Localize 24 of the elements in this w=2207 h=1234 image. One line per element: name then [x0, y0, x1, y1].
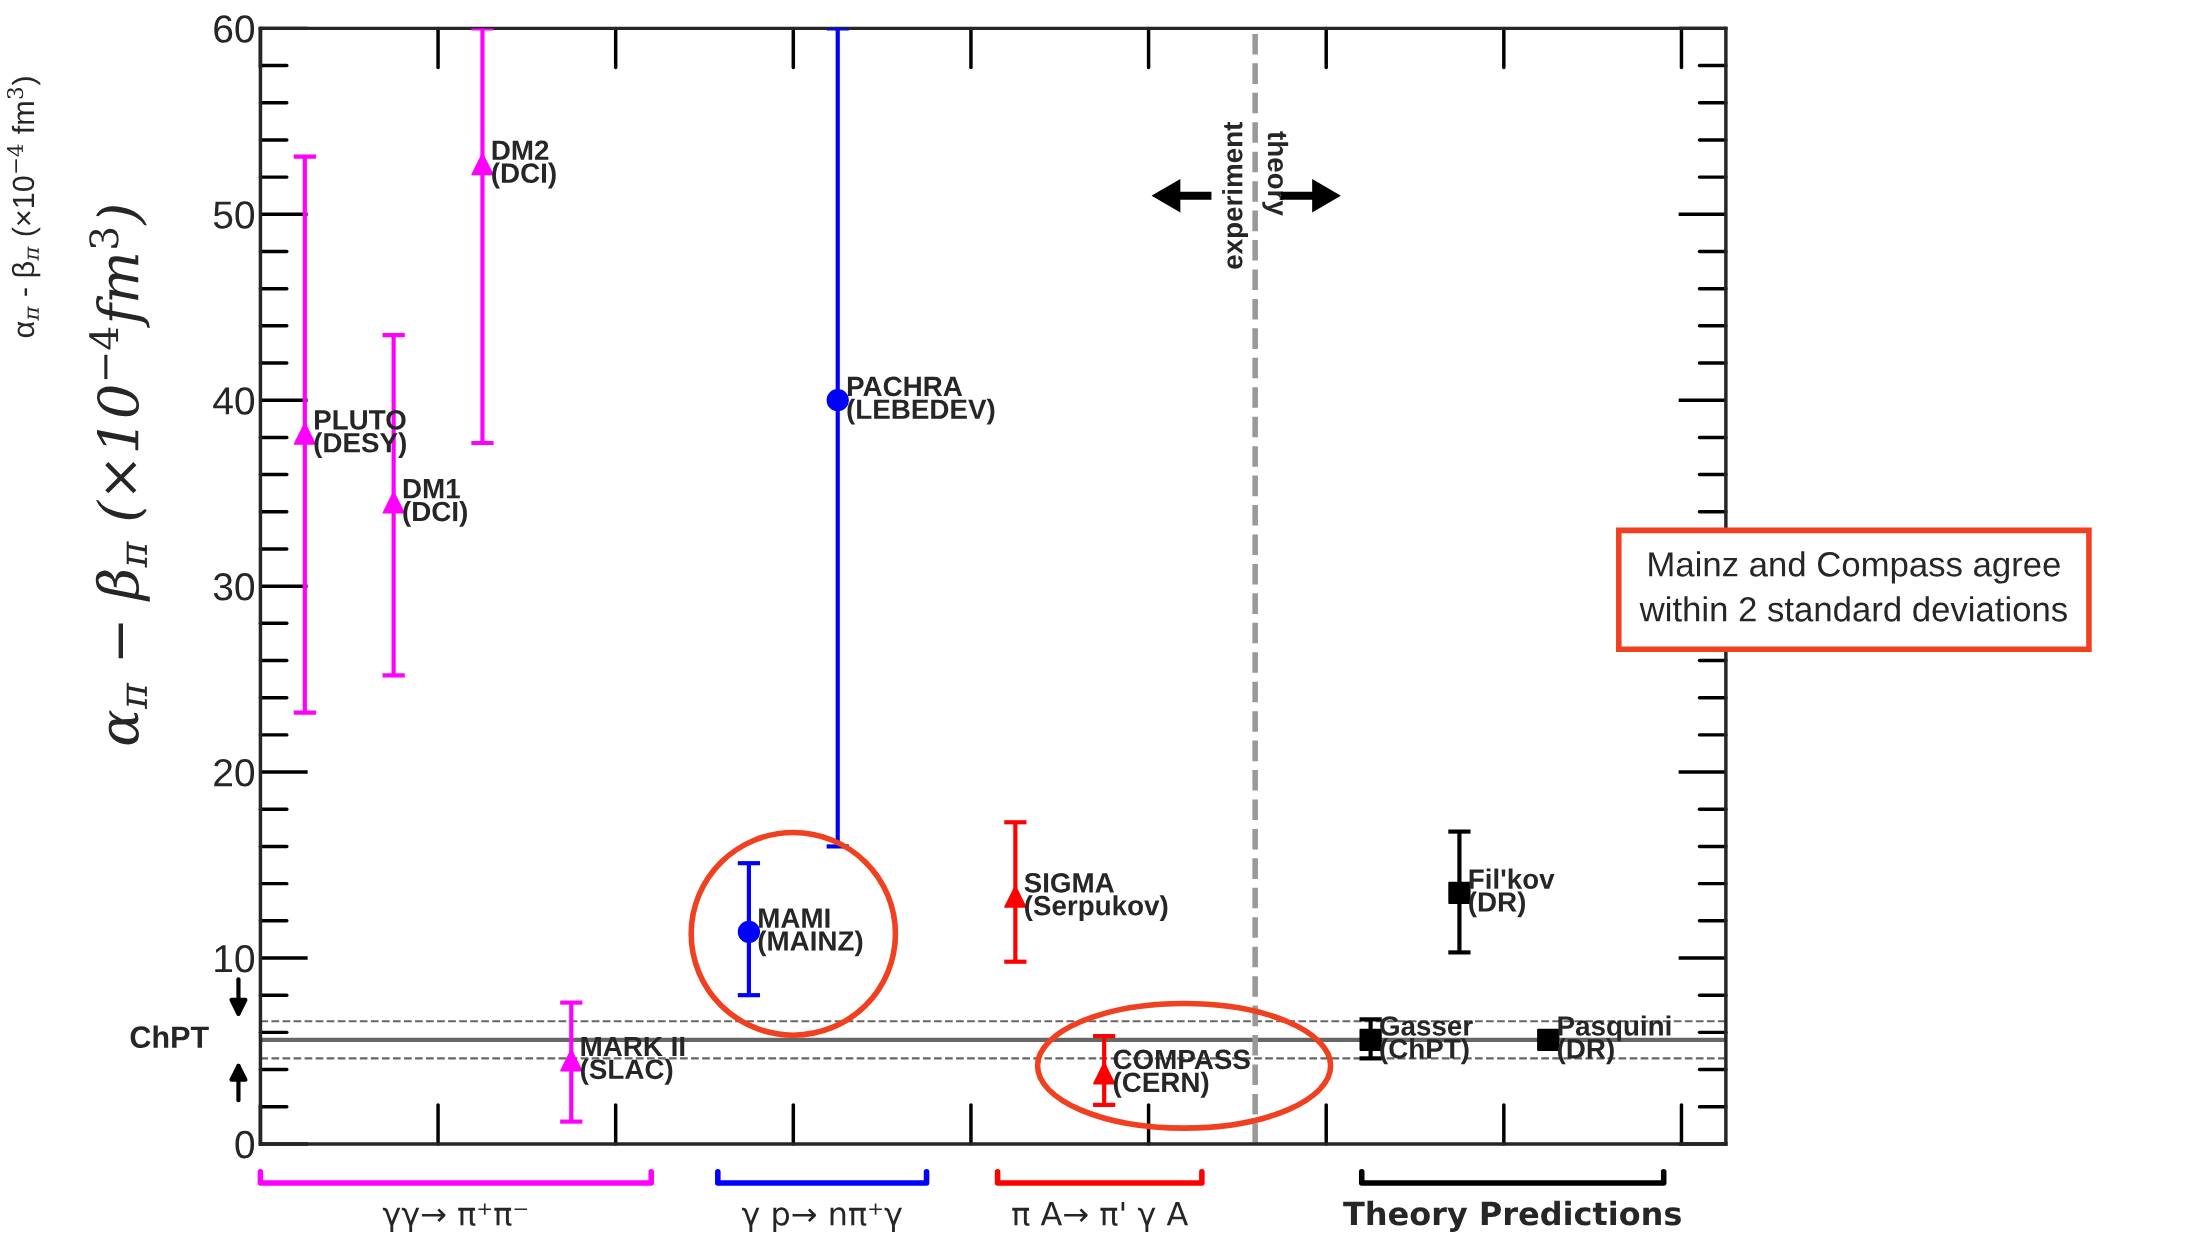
text: α$_{π}$ - β$_{π}$ (×10$^{−4}$ fm$^{3}$) — [7, 77, 41, 338]
annotation: DM2 (DCI) — [492, 140, 556, 189]
y-tick-label: 50 — [213, 201, 255, 229]
annotation: MAMI (MAINZ) — [758, 908, 863, 957]
annotation: DM1 (DCI) — [403, 479, 467, 527]
y-tick-label: 0 — [235, 1130, 255, 1159]
annotation: MARK II (SLAC) — [581, 1036, 685, 1085]
text: Theory Predictions — [1343, 1200, 1681, 1233]
y-tick-label: 20 — [214, 759, 255, 787]
text: γγ→ π⁺π⁻ — [382, 1203, 528, 1232]
annotation: PACHRA (LEBEDEV) — [847, 376, 995, 425]
ref-line-label: ChPT — [130, 1025, 209, 1048]
annotation: Fil'kov (DR) — [1469, 868, 1555, 918]
annotation: SIGMA (Serpukov) — [1024, 872, 1168, 922]
text: α$_{π}$ − β$_{π}$ (×10$^{−4}$fm$^{3}$) — [89, 206, 150, 745]
text: π A→ π' γ A — [1012, 1201, 1189, 1232]
text: γ p→ nπ⁺γ — [741, 1203, 902, 1232]
y-tick-label: 30 — [213, 573, 255, 601]
y-tick-label: 10 — [215, 944, 255, 973]
y-tick-label: 60 — [214, 15, 255, 43]
annotation: Mainz and Compass agree within 2 standard deviations — [1639, 551, 2067, 622]
y-tick-label: 40 — [213, 387, 255, 415]
annotation: theory — [1262, 131, 1289, 216]
annotation: experiment — [1222, 121, 1249, 269]
